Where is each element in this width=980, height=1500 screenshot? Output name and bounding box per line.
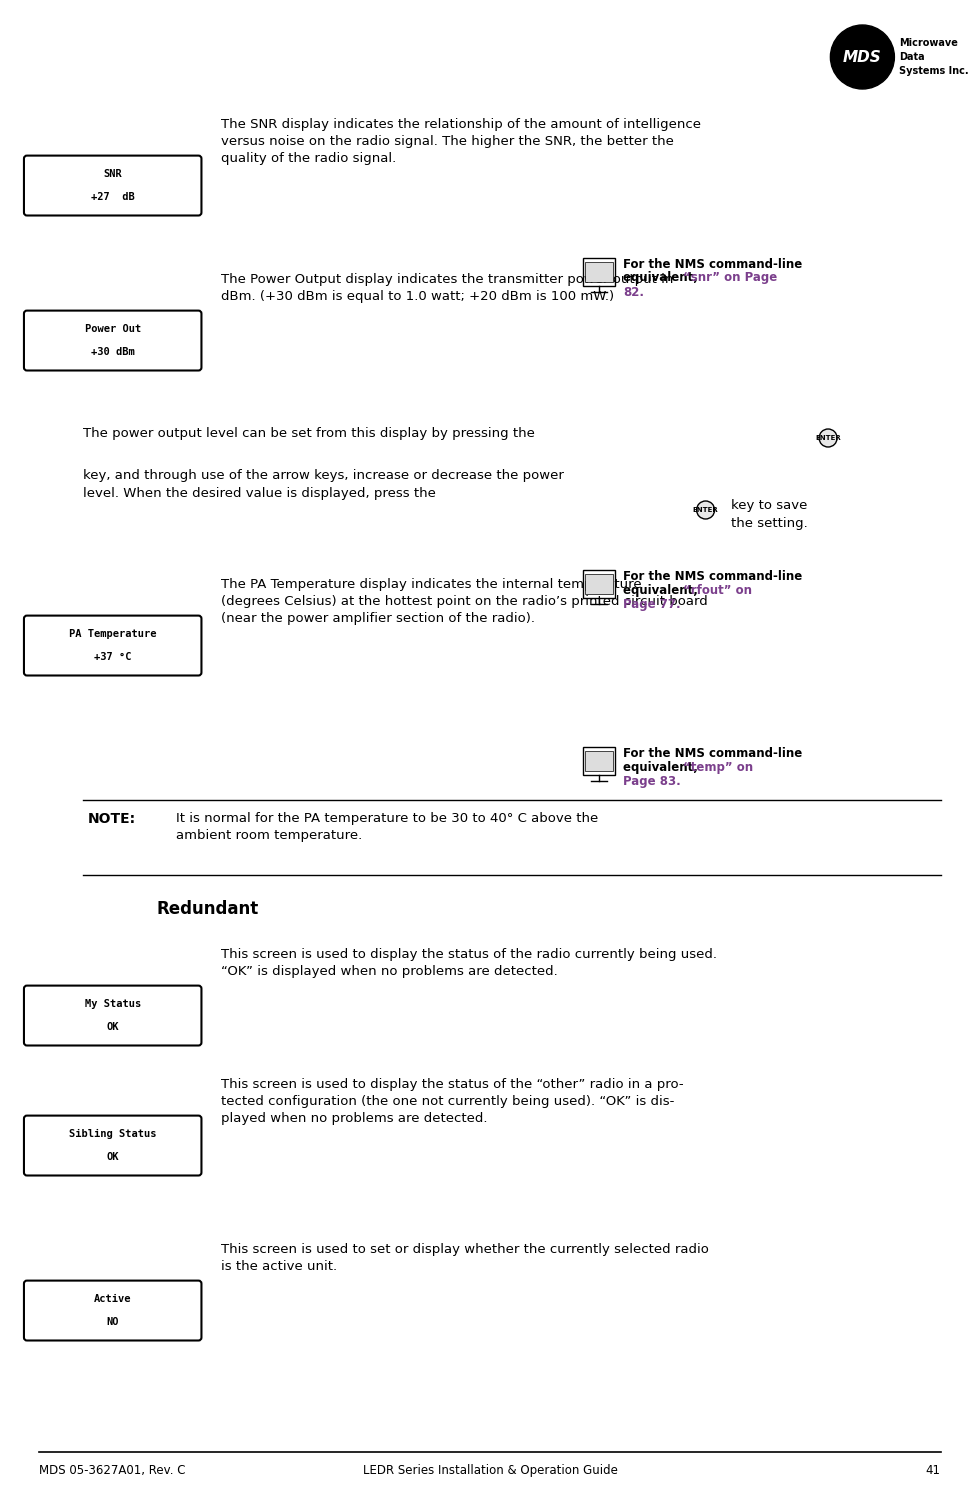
Text: equivalent,: equivalent,: [623, 272, 702, 285]
FancyBboxPatch shape: [585, 261, 613, 282]
Text: It is normal for the PA temperature to be 30 to 40° C above the
ambient room tem: It is normal for the PA temperature to b…: [176, 812, 599, 842]
Text: PA Temperature: PA Temperature: [69, 628, 157, 639]
Text: The PA Temperature display indicates the internal temperature
(degrees Celsius) : The PA Temperature display indicates the…: [220, 578, 708, 626]
Text: The SNR display indicates the relationship of the amount of intelligence
versus : The SNR display indicates the relationsh…: [220, 118, 701, 165]
FancyBboxPatch shape: [583, 258, 615, 285]
Text: key to save
the setting.: key to save the setting.: [731, 500, 808, 530]
Text: Microwave: Microwave: [900, 38, 958, 48]
Circle shape: [830, 26, 895, 88]
Text: My Status: My Status: [84, 999, 141, 1008]
Text: “rfout” on: “rfout” on: [683, 584, 752, 597]
Circle shape: [697, 501, 714, 519]
Text: OK: OK: [107, 1023, 119, 1032]
Text: OK: OK: [107, 1152, 119, 1162]
Text: +27  dB: +27 dB: [91, 192, 134, 202]
Circle shape: [819, 429, 837, 447]
Text: equivalent,: equivalent,: [623, 584, 702, 597]
Text: MDS 05-3627A01, Rev. C: MDS 05-3627A01, Rev. C: [39, 1464, 185, 1478]
Text: Data: Data: [900, 53, 925, 62]
Text: Power Out: Power Out: [84, 324, 141, 333]
Text: This screen is used to set or display whether the currently selected radio
is th: This screen is used to set or display wh…: [220, 1244, 709, 1274]
Text: ENTER: ENTER: [693, 507, 718, 513]
FancyBboxPatch shape: [583, 747, 615, 776]
Text: For the NMS command-line: For the NMS command-line: [623, 747, 803, 760]
FancyBboxPatch shape: [24, 1281, 202, 1341]
Text: Page 77.: Page 77.: [623, 598, 681, 610]
Text: Redundant: Redundant: [157, 900, 259, 918]
Text: 41: 41: [926, 1464, 941, 1478]
Text: +37 °C: +37 °C: [94, 652, 131, 663]
FancyBboxPatch shape: [585, 574, 613, 594]
Text: 82.: 82.: [623, 285, 644, 298]
Text: NO: NO: [107, 1317, 119, 1328]
Text: This screen is used to display the status of the “other” radio in a pro-
tected : This screen is used to display the statu…: [220, 1078, 683, 1125]
Text: The power output level can be set from this display by pressing the: The power output level can be set from t…: [83, 427, 535, 441]
Text: Page 83.: Page 83.: [623, 776, 681, 789]
FancyBboxPatch shape: [24, 310, 202, 370]
FancyBboxPatch shape: [24, 615, 202, 675]
Text: Active: Active: [94, 1293, 131, 1304]
FancyBboxPatch shape: [583, 570, 615, 598]
Text: “temp” on: “temp” on: [683, 762, 754, 774]
FancyBboxPatch shape: [24, 1116, 202, 1176]
Text: Sibling Status: Sibling Status: [69, 1128, 157, 1138]
Text: MDS: MDS: [843, 50, 882, 64]
Text: “snr” on Page: “snr” on Page: [683, 272, 777, 285]
FancyBboxPatch shape: [585, 752, 613, 771]
Text: LEDR Series Installation & Operation Guide: LEDR Series Installation & Operation Gui…: [363, 1464, 617, 1478]
Text: SNR: SNR: [103, 168, 122, 178]
Text: For the NMS command-line: For the NMS command-line: [623, 570, 803, 584]
Text: equivalent,: equivalent,: [623, 762, 702, 774]
Text: Systems Inc.: Systems Inc.: [900, 66, 969, 76]
FancyBboxPatch shape: [24, 986, 202, 1046]
Text: +30 dBm: +30 dBm: [91, 348, 134, 357]
FancyBboxPatch shape: [24, 156, 202, 216]
Text: This screen is used to display the status of the radio currently being used.
“OK: This screen is used to display the statu…: [220, 948, 716, 978]
Text: key, and through use of the arrow keys, increase or decrease the power
level. Wh: key, and through use of the arrow keys, …: [83, 470, 564, 500]
Text: NOTE:: NOTE:: [88, 812, 136, 826]
Text: The Power Output display indicates the transmitter power output in
dBm. (+30 dBm: The Power Output display indicates the t…: [220, 273, 673, 303]
Text: For the NMS command-line: For the NMS command-line: [623, 258, 803, 270]
Text: ENTER: ENTER: [815, 435, 841, 441]
